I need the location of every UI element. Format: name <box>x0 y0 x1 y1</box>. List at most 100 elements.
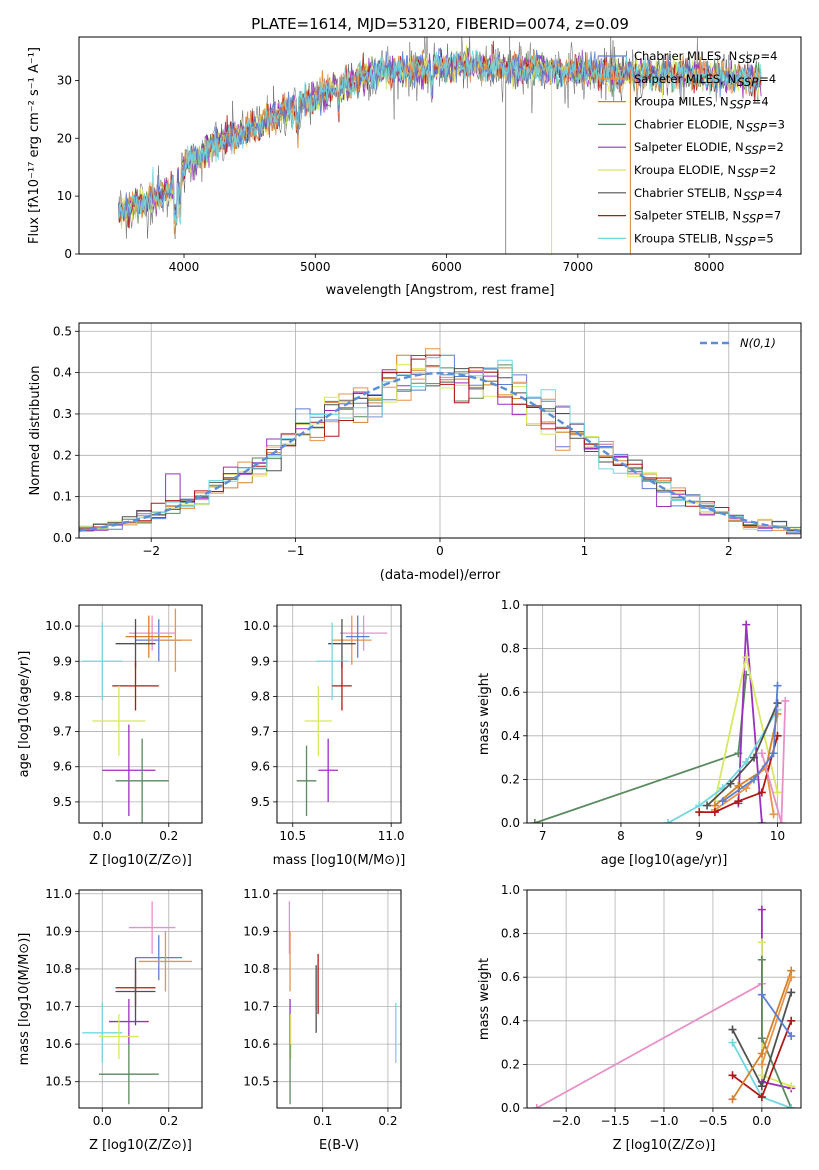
x-tick-label: 0.2 <box>159 1114 178 1128</box>
x-tick-label: −2.0 <box>552 1114 581 1128</box>
weight-marker <box>757 788 766 797</box>
x-axis-label: wavelength [Angstrom, rest frame] <box>326 283 555 298</box>
legend-subscript: SSP <box>735 234 756 248</box>
weight-marker <box>734 797 743 806</box>
plot-area <box>288 901 397 1105</box>
x-axis-label: Z [log10(Z/Z⊙)] <box>89 853 192 868</box>
legend-nssp: =4 <box>759 72 776 86</box>
weight-marker <box>734 781 743 790</box>
weight-line <box>761 909 792 1090</box>
axes-frame <box>78 322 802 539</box>
y-tick-label: 0.8 <box>501 642 520 656</box>
spectrum-line-8 <box>117 48 762 226</box>
x-tick-label: 8 <box>617 829 625 843</box>
y-tick-label: 0.0 <box>501 1101 520 1115</box>
axes-frame <box>526 604 802 824</box>
legend-label: Salpeter STELIB, N <box>634 209 741 223</box>
y-tick-label: 0.4 <box>53 366 72 380</box>
y-tick-label: 0.0 <box>501 816 520 830</box>
plot-area <box>530 620 790 823</box>
y-tick-label: 0.4 <box>501 1014 520 1028</box>
x-tick-label: 0 <box>436 544 444 558</box>
y-tick-label: 10.9 <box>243 924 270 938</box>
legend-label: Chabrier MILES, N <box>634 49 737 63</box>
weight-marker <box>530 819 539 823</box>
weight-marker <box>787 973 796 982</box>
spectrum-line-0 <box>117 47 762 221</box>
legend-nssp: =4 <box>760 49 777 63</box>
x-tick-label: 4000 <box>169 260 200 274</box>
y-axis-label: Normed distribution <box>28 366 43 496</box>
weight-marker <box>728 1025 737 1034</box>
x-tick-label: −1.5 <box>601 1114 630 1128</box>
x-axis-label: (data-model)/error <box>380 568 501 583</box>
y-tick-label: 9.8 <box>53 689 72 703</box>
weight-marker <box>703 801 712 810</box>
legend-subscript: SSP <box>737 166 758 180</box>
plot-area <box>82 608 193 823</box>
y-tick-label: 10.5 <box>243 1075 270 1089</box>
weight-marker <box>787 1082 796 1091</box>
weight-line <box>706 702 779 807</box>
y-tick-label: 1.0 <box>501 598 520 612</box>
weight-line <box>761 994 792 1037</box>
x-tick-label: 8000 <box>694 260 725 274</box>
weight-marker <box>742 757 751 766</box>
y-tick-label: 0.3 <box>53 407 72 421</box>
x-tick-label: 10.5 <box>279 829 306 843</box>
y-tick-label: 10.8 <box>243 962 270 976</box>
x-tick-label: 11.0 <box>378 829 405 843</box>
y-tick-label: 9.7 <box>251 725 270 739</box>
weight-marker <box>532 1104 541 1108</box>
legend-subscript: SSP <box>738 52 759 66</box>
legend-subscript: SSP <box>730 98 751 112</box>
panel-weight-vs-Z: −2.0 −1.5 −1.0 −0.5 0.0 0.0 0.2 0.4 0.6 0.8 1.0 Z [… <box>477 883 802 1153</box>
legend-nssp: =4 <box>765 186 782 200</box>
y-tick-label: 9.5 <box>251 795 270 809</box>
y-tick-label: 0.6 <box>501 970 520 984</box>
weight-line <box>536 982 763 1108</box>
weight-marker <box>757 1060 766 1069</box>
y-tick-label: 0.4 <box>501 729 520 743</box>
weight-marker <box>726 779 735 788</box>
panel-age-vs-mass: 10.5 11.0 9.5 9.6 9.7 9.8 9.9 10.0 mass [log10(M… <box>243 604 405 868</box>
weight-marker <box>750 775 759 784</box>
legend-nssp: =2 <box>759 163 776 177</box>
legend-label: Salpeter MILES, N <box>634 72 736 86</box>
weight-marker <box>710 808 719 817</box>
x-tick-label: 0.2 <box>378 1114 397 1128</box>
weight-marker <box>728 1071 737 1080</box>
legend-label: Salpeter ELODIE, N <box>634 140 744 154</box>
y-axis-label: Flux [fλ10⁻¹⁷ erg cm⁻² s⁻¹ A⁻¹] <box>27 47 42 244</box>
y-axis-label: mass [log10(M/M⊙)] <box>17 933 32 1066</box>
plot-area <box>296 615 388 816</box>
y-tick-label: 0.0 <box>53 531 72 545</box>
y-tick-label: 10.8 <box>45 962 72 976</box>
y-tick-label: 9.7 <box>53 725 72 739</box>
y-tick-label: 30 <box>57 73 72 87</box>
y-tick-label: 9.6 <box>251 760 270 774</box>
normal-curve <box>79 371 801 532</box>
x-tick-label: 7000 <box>563 260 594 274</box>
weight-marker <box>773 681 782 690</box>
panel-age-vs-Z: 0.0 0.2 9.5 9.6 9.7 9.8 9.9 10.0 Z [log10(Z/Z⊙)]… <box>17 604 203 868</box>
weight-marker <box>787 1032 796 1041</box>
legend-nssp: =2 <box>767 140 784 154</box>
x-tick-label: 0.1 <box>313 1114 332 1128</box>
legend-nssp: =7 <box>764 209 781 223</box>
legend-label: Chabrier STELIB, N <box>634 186 742 200</box>
panel-weight-vs-age: 7 8 9 10 0.0 0.2 0.4 0.6 0.8 1.0 age [log10(age/yr… <box>477 598 802 868</box>
weight-marker <box>787 1016 796 1025</box>
x-tick-label: −0.5 <box>698 1114 727 1128</box>
weight-line <box>761 700 787 823</box>
weight-marker <box>757 1082 766 1091</box>
weight-marker <box>728 1038 737 1047</box>
x-tick-label: 6000 <box>431 260 462 274</box>
plot-area <box>82 901 193 1105</box>
x-tick-label: −1.0 <box>649 1114 678 1128</box>
y-tick-label: 9.5 <box>53 795 72 809</box>
weight-marker <box>750 753 759 762</box>
y-tick-label: 10.6 <box>243 1037 270 1051</box>
legend-label: Kroupa ELODIE, N <box>634 163 736 177</box>
